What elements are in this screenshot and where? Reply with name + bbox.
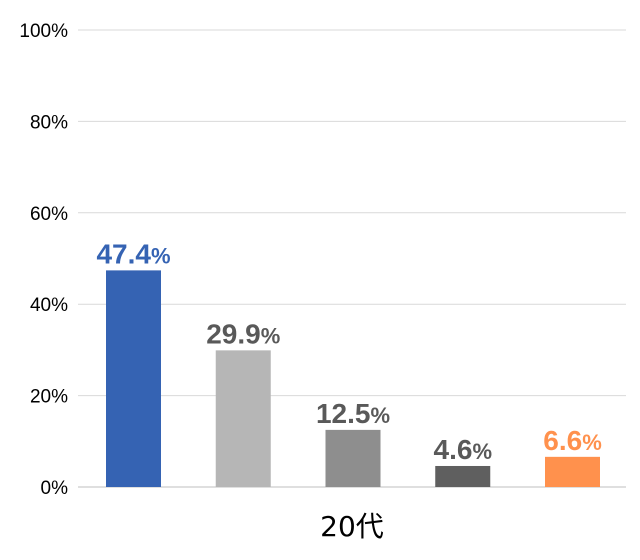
bar <box>545 456 600 487</box>
bar <box>435 465 491 487</box>
x-category-label: 20代 <box>320 510 384 543</box>
data-label: 6.6% <box>543 425 602 456</box>
y-tick-label: 20% <box>30 387 68 408</box>
y-tick-label: 40% <box>30 295 68 316</box>
data-label: 29.9% <box>206 318 280 349</box>
bar <box>325 429 381 487</box>
x-axis: 20代 <box>320 510 384 543</box>
bar <box>215 350 271 487</box>
y-axis: 0% 20% 40% 60% 80% 100% <box>19 21 68 499</box>
y-tick-label: 60% <box>30 204 68 225</box>
y-tick-label: 100% <box>19 21 68 42</box>
y-tick-label: 80% <box>30 112 68 133</box>
data-labels: 47.4% 29.9% 12.5% 4.6% 6.6% <box>96 238 601 465</box>
bars <box>106 270 600 487</box>
y-tick-label: 0% <box>41 478 69 499</box>
data-label: 4.6% <box>434 434 493 465</box>
gridlines <box>78 29 626 488</box>
data-label: 12.5% <box>316 398 390 429</box>
bar <box>106 270 161 487</box>
data-label: 47.4% <box>96 238 170 269</box>
